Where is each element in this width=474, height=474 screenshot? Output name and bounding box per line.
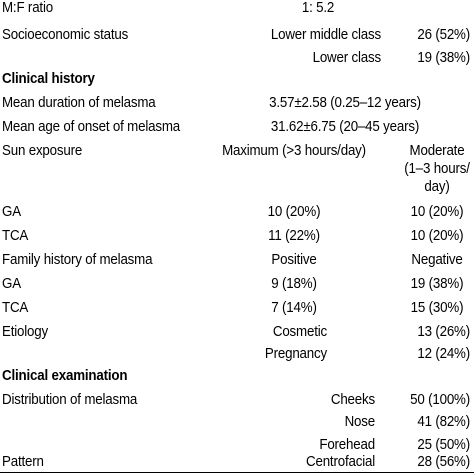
row-label-socioeconomic-status: Socioeconomic status bbox=[2, 27, 129, 43]
mean-duration-value: 3.57±2.58 (0.25–12 years) bbox=[269, 95, 421, 111]
section-heading-clinical-examination: Clinical examination bbox=[2, 368, 128, 384]
etiology-cosmetic: Cosmetic bbox=[272, 324, 327, 340]
family-history-negative: Negative bbox=[411, 252, 463, 268]
socioeconomic-lower-middle-class-count: 26 (52%) bbox=[417, 27, 470, 43]
etiology-pregnancy-count: 12 (24%) bbox=[417, 346, 470, 362]
family-history-positive: Positive bbox=[271, 252, 317, 268]
ga-family-positive: 9 (18%) bbox=[271, 276, 317, 292]
row-label-family-history: Family history of melasma bbox=[2, 252, 153, 268]
etiology-cosmetic-count: 13 (26%) bbox=[417, 324, 470, 340]
mean-age-onset-value: 31.62±6.75 (20–45 years) bbox=[270, 119, 420, 135]
row-label-etiology: Etiology bbox=[2, 324, 48, 340]
sun-exposure-moderate-line1: Moderate bbox=[409, 143, 465, 159]
tca-maximum: 11 (22%) bbox=[268, 228, 320, 244]
distribution-forehead-count: 25 (50%) bbox=[417, 437, 470, 453]
pattern-centrofacial: Centrofacial bbox=[306, 454, 375, 470]
tca-family-positive: 7 (14%) bbox=[271, 300, 317, 316]
row-label-pattern: Pattern bbox=[2, 454, 44, 470]
sun-exposure-moderate-line2: (1–3 hours/ bbox=[404, 161, 470, 177]
sun-exposure-moderate-line3: day) bbox=[424, 179, 450, 195]
mf-ratio-value: 1: 5.2 bbox=[301, 0, 335, 16]
socioeconomic-lower-class-count: 19 (38%) bbox=[417, 50, 470, 66]
pattern-centrofacial-count: 28 (56%) bbox=[417, 454, 470, 470]
row-label-mean-duration: Mean duration of melasma bbox=[2, 95, 156, 111]
tca-family-negative: 15 (30%) bbox=[410, 300, 464, 316]
ga-family-negative: 19 (38%) bbox=[410, 276, 464, 292]
row-label-ga-family: GA bbox=[2, 276, 21, 292]
row-label-mf-ratio: M:F ratio bbox=[2, 0, 53, 16]
socioeconomic-lower-middle-class: Lower middle class bbox=[270, 27, 381, 43]
tca-moderate: 10 (20%) bbox=[410, 228, 464, 244]
table-bottom-rule bbox=[0, 472, 474, 473]
distribution-cheeks: Cheeks bbox=[330, 392, 375, 408]
distribution-nose: Nose bbox=[344, 414, 376, 430]
etiology-pregnancy: Pregnancy bbox=[264, 346, 327, 362]
sun-exposure-maximum: Maximum (>3 hours/day) bbox=[222, 143, 366, 159]
row-label-tca: TCA bbox=[2, 228, 29, 244]
ga-maximum: 10 (20%) bbox=[267, 204, 321, 220]
ga-moderate: 10 (20%) bbox=[410, 204, 464, 220]
row-label-tca-family: TCA bbox=[2, 300, 29, 316]
section-heading-clinical-history: Clinical history bbox=[2, 71, 95, 87]
row-label-distribution: Distribution of melasma bbox=[2, 392, 138, 408]
distribution-cheeks-count: 50 (100%) bbox=[410, 392, 470, 408]
row-label-sun-exposure: Sun exposure bbox=[2, 143, 83, 159]
socioeconomic-lower-class: Lower class bbox=[312, 50, 382, 66]
row-label-mean-age-onset: Mean age of onset of melasma bbox=[2, 119, 181, 135]
row-label-ga: GA bbox=[2, 204, 21, 220]
distribution-forehead: Forehead bbox=[319, 437, 375, 453]
distribution-nose-count: 41 (82%) bbox=[417, 414, 470, 430]
